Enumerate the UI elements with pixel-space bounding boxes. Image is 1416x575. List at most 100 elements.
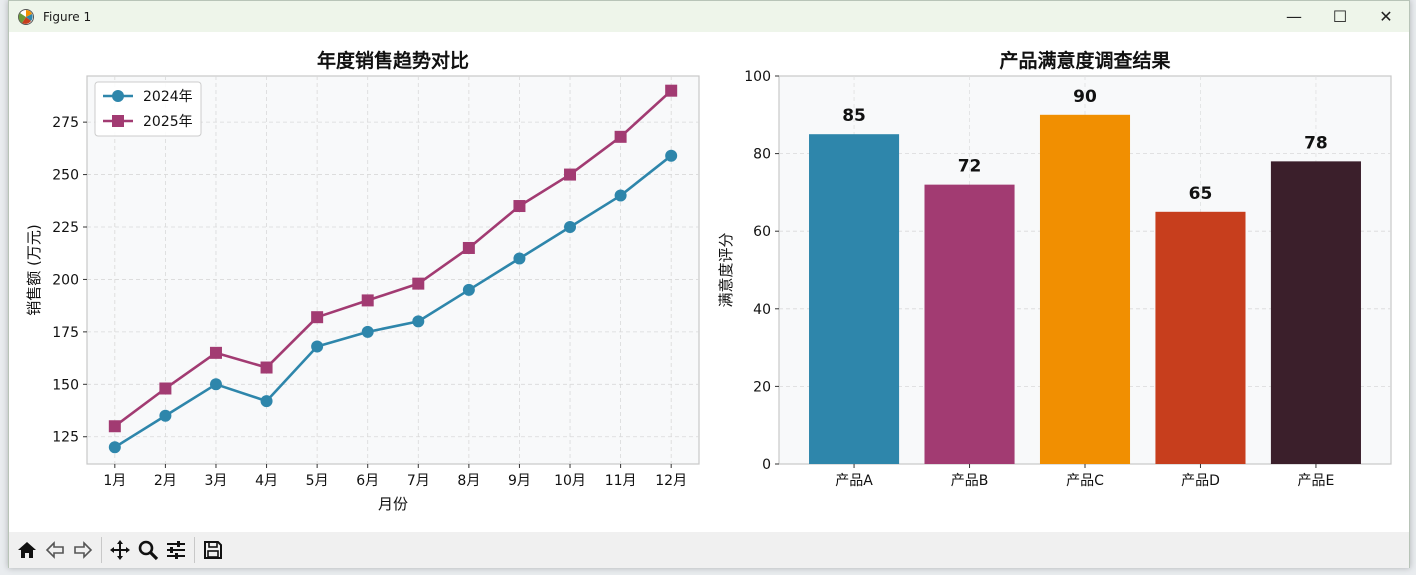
legend-marker-2025 <box>112 115 124 127</box>
line-chart-x-tick-label: 6月 <box>356 473 379 489</box>
bar-chart-x-tick-label: 产品C <box>1066 473 1104 489</box>
data-point <box>159 382 172 395</box>
line-chart-y-ticks: 125 150 175 200 225 250 275 <box>52 115 87 446</box>
line-chart-axes <box>86 75 700 465</box>
save-button[interactable] <box>199 536 227 564</box>
toolbar-separator <box>194 537 195 563</box>
data-point <box>108 441 121 454</box>
line-chart-series <box>108 84 678 454</box>
line-chart-y-tick-label: 150 <box>52 377 79 393</box>
line-chart-y-tick-label: 225 <box>52 220 79 236</box>
zoom-icon <box>138 540 159 561</box>
save-icon <box>204 541 222 559</box>
legend-marker-2024 <box>112 90 124 102</box>
data-point <box>260 395 273 408</box>
line-chart-y-tick-label: 175 <box>52 325 79 341</box>
data-point <box>462 241 475 254</box>
data-point <box>665 84 678 97</box>
data-point <box>361 325 374 338</box>
line-chart-x-tick-label: 10月 <box>554 473 586 489</box>
data-point <box>513 200 526 213</box>
data-point <box>209 346 222 359</box>
data-point <box>412 277 425 290</box>
matplotlib-icon <box>18 8 34 25</box>
configure-subplots-button[interactable] <box>162 536 190 564</box>
bar-data-label: 90 <box>1073 87 1097 107</box>
data-point <box>462 283 475 296</box>
bar-chart-y-tick-label: 40 <box>753 302 771 318</box>
bar <box>1270 161 1361 465</box>
data-point <box>564 221 577 234</box>
configure-subplots-icon <box>167 541 185 559</box>
data-point <box>564 168 577 181</box>
legend-label-2025: 2025年 <box>143 114 193 130</box>
forward-button[interactable] <box>69 536 97 564</box>
window-title: Figure 1 <box>43 9 92 24</box>
data-point <box>412 315 425 328</box>
bar-chart-y-tick-label: 60 <box>753 224 771 240</box>
line-chart-legend: 2024年 2025年 <box>94 81 202 137</box>
data-point <box>260 361 273 374</box>
data-point <box>665 149 678 162</box>
bar-data-label: 85 <box>842 106 866 126</box>
bar-chart-x-tick-label: 产品E <box>1298 473 1335 489</box>
figure-canvas[interactable]: 1月 2月 3月 4月 5月 6月 7月 8月 9月 10月 11月 12月 125 150 175 200… <box>9 32 1409 532</box>
zoom-button[interactable] <box>134 536 162 564</box>
maximize-button[interactable]: ☐ <box>1332 7 1348 26</box>
pan-button[interactable] <box>106 536 134 564</box>
line-chart-xlabel: 月份 <box>378 495 408 513</box>
line-chart-x-tick-label: 8月 <box>457 473 480 489</box>
back-arrow-icon <box>45 541 64 559</box>
bar-data-label: 72 <box>958 157 982 177</box>
bar-chart-y-tick-label: 100 <box>744 69 771 85</box>
close-button[interactable]: ✕ <box>1379 7 1393 26</box>
line-chart-y-tick-label: 200 <box>52 272 79 288</box>
home-icon <box>18 542 36 558</box>
line-chart-x-tick-label: 2月 <box>154 473 177 489</box>
line-chart: 1月 2月 3月 4月 5月 6月 7月 8月 9月 10月 11月 12月 125 150 175 200… <box>25 49 700 513</box>
line-chart-x-ticks: 1月 2月 3月 4月 5月 6月 7月 8月 9月 10月 11月 12月 <box>103 464 687 489</box>
data-point <box>311 340 324 353</box>
data-point <box>614 130 627 143</box>
bar-chart-x-tick-label: 产品A <box>835 473 873 489</box>
data-point <box>108 420 121 433</box>
line-chart-y-tick-label: 125 <box>52 430 79 446</box>
back-button[interactable] <box>41 536 69 564</box>
bar-chart-x-tick-label: 产品B <box>951 473 989 489</box>
bar-chart-x-ticks: 产品A 产品B 产品C 产品D 产品E <box>835 464 1334 489</box>
home-button[interactable] <box>13 536 41 564</box>
data-point <box>513 252 526 265</box>
line-chart-x-tick-label: 1月 <box>103 473 126 489</box>
bar-data-label: 65 <box>1189 184 1213 204</box>
navigation-toolbar <box>9 532 1409 568</box>
forward-arrow-icon <box>74 541 93 559</box>
bar-chart-title: 产品满意度调查结果 <box>999 49 1170 72</box>
minimize-button[interactable]: — <box>1286 7 1302 26</box>
line-chart-x-tick-label: 12月 <box>655 473 687 489</box>
line-chart-y-tick-label: 275 <box>52 115 79 131</box>
bar <box>1039 114 1131 465</box>
bar-data-label: 78 <box>1304 133 1328 153</box>
bar-chart-ylabel: 满意度评分 <box>717 232 735 307</box>
series-line-2025年 <box>114 89 673 428</box>
bar <box>1155 211 1246 464</box>
line-chart-x-tick-label: 3月 <box>205 473 228 489</box>
figure-svg: 1月 2月 3月 4月 5月 6月 7月 8月 9月 10月 11月 12月 125150175200… <box>25 49 1392 513</box>
bar-chart-y-tick-label: 20 <box>753 379 771 395</box>
bar <box>809 134 900 464</box>
toolbar-separator <box>101 537 102 563</box>
data-point <box>159 409 172 422</box>
data-point <box>311 311 324 324</box>
bar-chart-x-tick-label: 产品D <box>1181 473 1220 489</box>
line-chart-x-tick-label: 9月 <box>508 473 531 489</box>
bar-chart-y-ticks: 0 20 40 60 80 100 <box>744 69 779 473</box>
data-point <box>614 189 627 202</box>
line-chart-x-tick-label: 7月 <box>407 473 430 489</box>
legend-label-2024: 2024年 <box>143 89 193 105</box>
pan-icon <box>110 540 130 560</box>
series-line-2024年 <box>114 154 672 449</box>
line-chart-x-tick-label: 5月 <box>306 473 329 489</box>
bar-chart-bars: 85 72 90 65 78 <box>809 87 1361 465</box>
line-chart-y-tick-label: 250 <box>52 168 79 184</box>
